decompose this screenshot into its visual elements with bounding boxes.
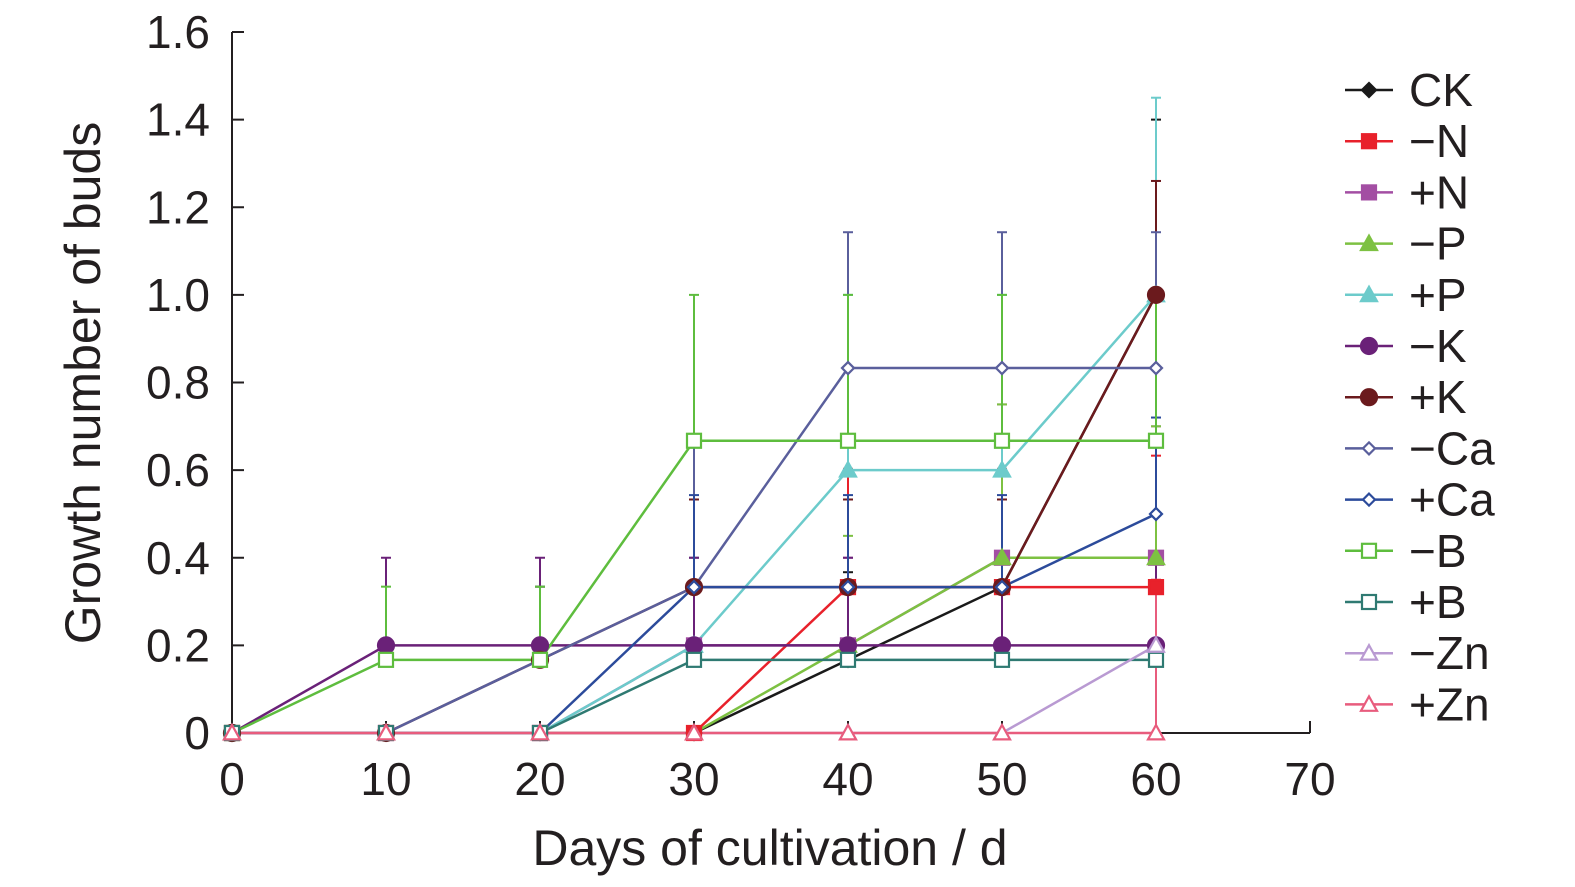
- data-point: [838, 636, 858, 655]
- legend-marker: [1360, 81, 1378, 99]
- legend-marker: [1359, 284, 1379, 303]
- data-point: [222, 722, 242, 741]
- legend-label: −B: [1409, 525, 1467, 577]
- data-point: [684, 722, 704, 741]
- legend-label: +P: [1409, 269, 1467, 321]
- x-tick-label: 50: [976, 753, 1027, 805]
- legend: CK−N+N−P+P−K+K−Ca+Ca−B+B−Zn+Zn: [1345, 64, 1495, 730]
- data-point: [1148, 360, 1164, 376]
- data-point: [994, 360, 1010, 376]
- data-point: [840, 579, 856, 595]
- data-point: [992, 636, 1012, 655]
- y-tick-label: 1.2: [146, 181, 210, 233]
- x-tick-label: 0: [219, 753, 245, 805]
- legend-label: +N: [1409, 166, 1469, 218]
- data-point: [685, 432, 703, 449]
- legend-label: −Ca: [1409, 422, 1495, 474]
- data-point: [530, 722, 550, 741]
- legend-marker: [1360, 593, 1378, 611]
- legend-marker: [1359, 388, 1379, 407]
- legend-label: −N: [1409, 115, 1469, 167]
- legend-label: −K: [1409, 320, 1467, 372]
- legend-marker: [1360, 133, 1378, 150]
- data-point: [992, 722, 1012, 741]
- data-point: [840, 360, 856, 376]
- data-point: [1146, 547, 1166, 566]
- axes: [231, 31, 1311, 734]
- y-tick-label: 1.6: [146, 6, 210, 58]
- data-point: [994, 579, 1010, 595]
- legend-label: −Zn: [1409, 627, 1490, 679]
- data-point: [685, 651, 703, 668]
- data-point: [531, 651, 549, 668]
- data-point: [992, 547, 1012, 566]
- legend-label: CK: [1409, 64, 1473, 116]
- data-point: [1148, 506, 1164, 522]
- x-tick-label: 70: [1284, 753, 1335, 805]
- legend-label: +Zn: [1409, 678, 1490, 730]
- data-point: [1147, 579, 1165, 596]
- legend-marker: [1360, 542, 1378, 559]
- x-tick-label: 60: [1130, 753, 1181, 805]
- legend-label: +Ca: [1409, 474, 1495, 526]
- data-point: [1146, 635, 1166, 653]
- legend-marker: [1360, 184, 1378, 201]
- data-point: [376, 636, 396, 655]
- data-point: [1146, 722, 1166, 741]
- tick-labels: 0 10 20 30 40 50 60 70 0 0.2 0.4 0.6 0.8 1.0 1.2 1.4 1.6: [146, 6, 1336, 805]
- series-group: [222, 284, 1166, 743]
- data-point: [992, 459, 1012, 478]
- y-axis-label: Growth number of buds: [55, 122, 111, 645]
- legend-marker: [1359, 694, 1379, 712]
- y-tick-label: 1.4: [146, 94, 210, 146]
- data-point: [377, 651, 395, 668]
- data-point: [376, 722, 396, 741]
- y-tick-label: 1.0: [146, 269, 210, 321]
- data-point: [686, 579, 702, 595]
- y-tick-label: 0.8: [146, 357, 210, 409]
- y-tick-label: 0.6: [146, 444, 210, 496]
- data-point: [1146, 285, 1166, 304]
- data-point: [1147, 432, 1165, 449]
- x-tick-label: 10: [360, 753, 411, 805]
- legend-marker: [1359, 336, 1379, 356]
- data-point: [993, 651, 1011, 668]
- data-point: [839, 651, 857, 668]
- legend-marker: [1359, 642, 1379, 661]
- legend-label: +B: [1409, 576, 1467, 628]
- y-tick-label: 0.4: [146, 532, 210, 584]
- x-axis-label: Days of cultivation / d: [532, 820, 1007, 876]
- data-point: [1147, 651, 1165, 668]
- data-point: [838, 459, 858, 478]
- data-point: [838, 722, 858, 741]
- x-tick-label: 30: [668, 753, 719, 805]
- data-point: [684, 636, 704, 655]
- x-tick-label: 20: [514, 753, 565, 805]
- error-bars: [381, 96, 1161, 733]
- y-tick-label: 0.2: [146, 619, 210, 671]
- legend-marker: [1361, 492, 1377, 508]
- legend-label: +K: [1409, 371, 1467, 423]
- data-point: [993, 432, 1011, 449]
- legend-marker: [1359, 233, 1379, 252]
- legend-label: −P: [1409, 218, 1467, 270]
- legend-marker: [1361, 440, 1377, 456]
- x-tick-label: 40: [822, 753, 873, 805]
- y-tick-label: 0: [184, 707, 210, 759]
- data-point: [839, 432, 857, 449]
